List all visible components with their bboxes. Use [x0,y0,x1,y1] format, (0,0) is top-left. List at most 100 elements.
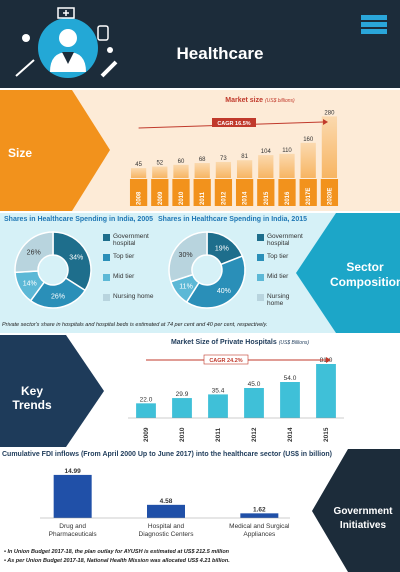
bandage-icon [100,60,118,78]
private-hospitals-value-label: 22.0 [140,396,153,403]
pie-slice-label: 14% [23,280,37,287]
market-size-tick-label: 2012 [221,191,227,205]
market-size-tick-bg [299,179,317,206]
market-size-value-label: 60 [178,159,185,165]
pie-chart-2005: 34% 26% 14% 26% [14,231,92,309]
legend-item: Mid tier [103,273,155,281]
market-size-tick-label: 2008 [137,191,143,205]
legend-item: Government hospital [103,233,155,247]
market-size-tick-bg [320,179,339,206]
fdi-category-label: Diagnostic Centers [139,531,195,538]
legend-item: Nursing home [257,293,307,307]
market-size-value-label: 45 [135,162,142,168]
size-label: Size [7,146,32,160]
market-size-tick-bg [235,179,254,206]
syringe-icon [15,59,35,77]
fdi-value-label: 14.99 [65,468,82,475]
gov-note-1: • In Union Budget 2017-18, the plan outl… [4,549,230,555]
market-size-tick-bg [151,179,169,206]
market-size-value-label: 81 [241,154,248,160]
pie-slice-label: 11% [179,284,193,291]
legend-swatch [103,274,110,281]
market-size-value-label: 280 [324,110,335,116]
fdi-title: Cumulative FDI inflows (From April 2000 … [2,451,332,458]
pie-slice-label: 40% [217,288,231,295]
legend-label: Nursing home [113,293,154,300]
fdi-value-label: 4.58 [160,498,173,505]
private-hospitals-tick-label: 2009 [143,427,150,442]
page-title: Healthcare [176,44,264,63]
market-size-bar [236,160,253,178]
pie-slice [29,277,87,309]
government-chevron [312,449,400,572]
private-hospitals-bar [136,403,156,418]
market-size-tick-label: 2020E [327,188,333,205]
market-size-value-label: 160 [303,137,314,143]
pie-slice-label: 34% [69,255,83,262]
fdi-bar [240,513,279,518]
legend-swatch [257,254,264,261]
pie-slice [52,231,92,292]
legend-swatch [257,294,264,301]
cagr-label: CAGR 16.5% [217,121,250,127]
legend-label: Top tier [113,253,135,260]
cagr-box [203,354,249,365]
legend-label: Government hospital [267,233,303,247]
market-size-tick-bg [129,179,148,206]
sector-note: Private sector's share in hospitals and … [2,322,268,328]
doctor-icon [50,29,86,72]
market-size-tick-bg [214,179,233,206]
cagr-label: CAGR 24.2% [209,358,242,364]
medicine-bottle-icon [97,25,109,41]
private-hospitals-tick-label: 2014 [287,427,294,442]
private-hospitals-bar [244,388,264,418]
private-hospitals-bar [172,398,192,418]
hospital-icon [57,7,75,19]
market-size-bar [152,166,168,178]
legend-swatch [103,234,110,241]
gov-note-2-text: As per Union Budget 2017-18, National He… [7,558,230,564]
legend-swatch [103,294,110,301]
market-size-tick-label: 2015 [264,191,270,205]
pie-2015-legend: Government hospital Top tier Mid tier Nursi… [257,233,307,311]
trends-chevron [0,335,104,447]
fdi-category-label: Hospital and [148,523,185,530]
private-hospitals-bar [208,394,228,418]
private-hospitals-unit: (US$ Billions) [278,340,310,346]
fdi-bar [53,474,92,518]
legend-label: Top tier [267,253,289,260]
legend-swatch [103,254,110,261]
market-size-tick-label: 2014 [243,191,249,205]
book-stack-icon [361,15,387,34]
market-size-tick-label: 2011 [200,191,206,205]
market-size-unit: (US$ billions) [264,98,295,104]
private-hospitals-bar [316,364,336,418]
cagr-box [212,118,256,127]
private-hospitals-value-label: 29.9 [176,391,189,398]
gov-note-1-text: In Union Budget 2017-18, the plan outlay… [7,549,230,555]
pie-slice-label: 19% [215,246,229,253]
market-size-bar [279,153,295,178]
pie-slice-label: 26% [27,249,41,256]
private-hospitals-title: Market Size of Private Hospitals (US$ Bi… [140,339,340,346]
legend-swatch [257,234,264,241]
private-hospitals-tick-label: 2015 [323,427,330,442]
pie-slice-label: 26% [51,294,65,301]
private-hospitals-value-label: 54.0 [284,375,297,382]
pie-slice [168,231,208,283]
private-hospitals-tick-label: 2010 [179,427,186,442]
fdi-category-label: Appliances [243,531,276,538]
private-hospitals-value-label: 35.4 [212,387,225,394]
market-size-bar [130,168,147,178]
market-size-bar [300,142,316,178]
pill-icon [22,34,113,53]
pie-slice [185,255,246,309]
government-label: Government Initiatives [333,506,393,531]
legend-item: Government hospital [257,233,307,247]
fdi-category-label: Drug and [59,523,86,530]
market-size-tick-bg [278,179,296,206]
market-size-bar [215,161,232,178]
market-size-bar [321,116,338,178]
market-size-title: Market size (US$ billions) [170,97,350,104]
